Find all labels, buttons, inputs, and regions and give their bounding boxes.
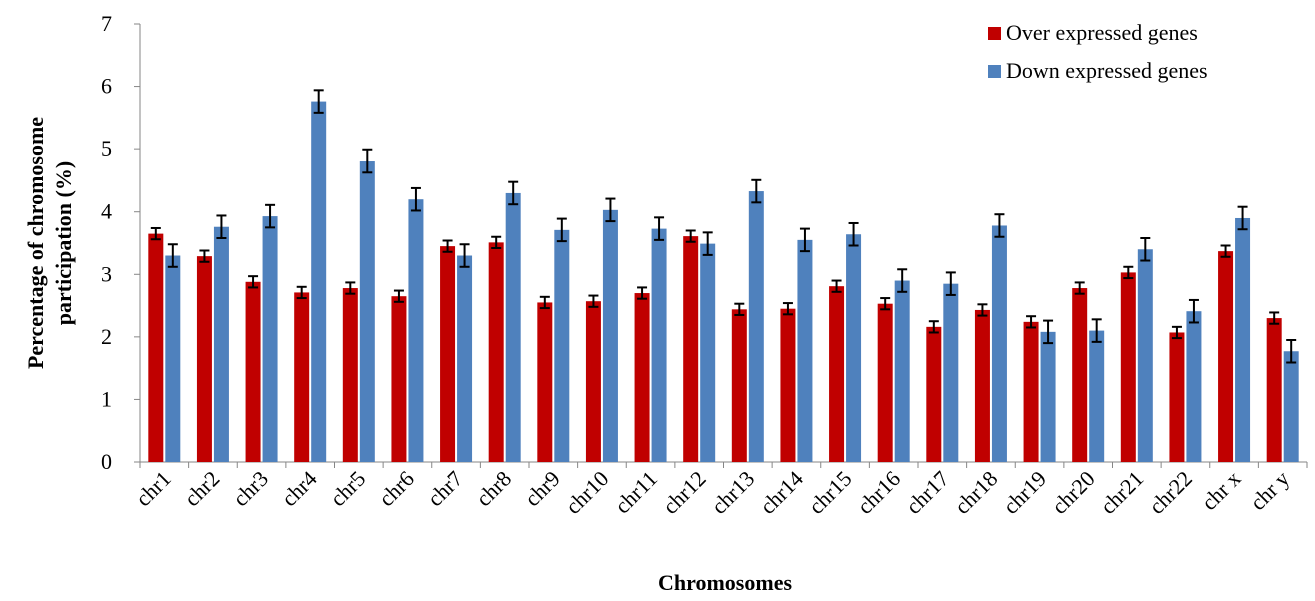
x-tick-label: chr10 [560,466,613,519]
bar-down-expressed [1089,330,1105,462]
bar-over-expressed [537,302,553,462]
x-tick-label: chr2 [179,466,224,511]
bar-over-expressed [148,233,164,462]
bar-over-expressed [731,309,747,462]
bar-over-expressed [1169,332,1185,462]
x-tick-label: chr9 [520,466,565,511]
y-tick-label: 4 [101,199,112,224]
bar-over-expressed [1266,318,1282,462]
bar-over-expressed [245,281,261,462]
bar-over-expressed [1120,272,1136,462]
y-tick-label: 3 [101,261,112,286]
bar-down-expressed [846,234,862,462]
x-tick-label: chr11 [610,466,663,519]
bar-down-expressed [165,255,181,462]
x-tick-label: chr16 [852,466,905,519]
bar-down-expressed [1040,331,1056,462]
x-tick-label: chr14 [755,466,808,519]
bar-down-expressed [359,161,375,462]
x-tick-label: chr17 [901,466,954,519]
bar-down-expressed [1235,217,1251,462]
y-tick-label: 7 [101,11,112,36]
x-tick-label: chr7 [422,466,467,511]
bar-over-expressed [829,286,845,462]
bar-down-expressed [700,243,716,462]
x-tick-label: chr13 [706,466,759,519]
y-axis-title-line-2: participation (%) [51,161,76,325]
y-tick-label: 0 [101,449,112,474]
bar-over-expressed [683,236,699,462]
bar-down-expressed [505,192,521,462]
y-tick-label: 5 [101,136,112,161]
bar-over-expressed [1023,321,1039,462]
bar-down-expressed [311,101,327,463]
bar-over-expressed [974,309,990,462]
bar-down-expressed [602,209,618,462]
x-tick-label: chr3 [228,466,273,511]
bar-down-expressed [991,225,1007,462]
x-tick-label: chr22 [1144,466,1197,519]
x-tick-label: chr21 [1095,466,1148,519]
bar-over-expressed [780,308,796,462]
bar-over-expressed [1072,288,1088,462]
legend-swatch [988,65,1001,78]
bar-down-expressed [554,229,570,462]
bar-over-expressed [196,256,212,462]
legend-label: Down expressed genes [1006,58,1208,83]
bar-down-expressed [1283,351,1299,462]
y-tick-label: 1 [101,386,112,411]
bar-down-expressed [457,255,473,462]
legend: Over expressed genes Down expressed genes [988,20,1208,83]
bar-over-expressed [926,326,942,462]
bar-over-expressed [585,301,601,462]
y-tick-label: 6 [101,74,112,99]
x-tick-label: chr15 [803,466,856,519]
x-tick-label: chr5 [325,466,370,511]
x-tick-label: chr y [1245,466,1294,515]
x-tick-label: chr20 [1047,466,1100,519]
bar-down-expressed [213,226,229,462]
x-tick-label: chr1 [131,466,176,511]
bar-down-expressed [943,283,959,462]
bar-over-expressed [488,242,504,462]
x-tick-label: chr4 [276,466,321,511]
x-axis-title: Chromosomes [658,570,792,595]
x-tick-label: chr8 [471,466,516,511]
bar-down-expressed [1186,311,1202,462]
bar-down-expressed [797,239,813,462]
bar-down-expressed [1137,249,1153,462]
bar-over-expressed [877,303,893,462]
bar-down-expressed [651,228,667,462]
x-tick-label: chr18 [949,466,1002,519]
x-tick-label: chr6 [374,466,419,511]
legend-label: Over expressed genes [1006,20,1198,45]
x-tick-label: chr12 [658,466,711,519]
bar-over-expressed [391,296,407,462]
x-tick-label: chr x [1196,466,1245,515]
bar-over-expressed [1218,251,1234,462]
bar-over-expressed [634,293,650,462]
legend-swatch [988,27,1001,40]
y-axis-title-line-1: Percentage of chromosome [23,117,48,369]
bar-over-expressed [342,288,358,462]
bar-down-expressed [748,191,764,462]
x-tick-label: chr19 [998,466,1051,519]
y-tick-label: 2 [101,324,112,349]
bar-over-expressed [294,292,310,462]
plot-area: 0 1 2 3 4 5 6 7 chr1 chr2 chr3 chr4 chr5 chr6 chr7 chr8… [101,11,1308,519]
bar-over-expressed [440,246,456,462]
bar-down-expressed [408,199,424,462]
bar-down-expressed [894,280,910,462]
bar-down-expressed [262,216,278,462]
y-axis-title: Percentage of chromosome participation (… [23,117,76,369]
